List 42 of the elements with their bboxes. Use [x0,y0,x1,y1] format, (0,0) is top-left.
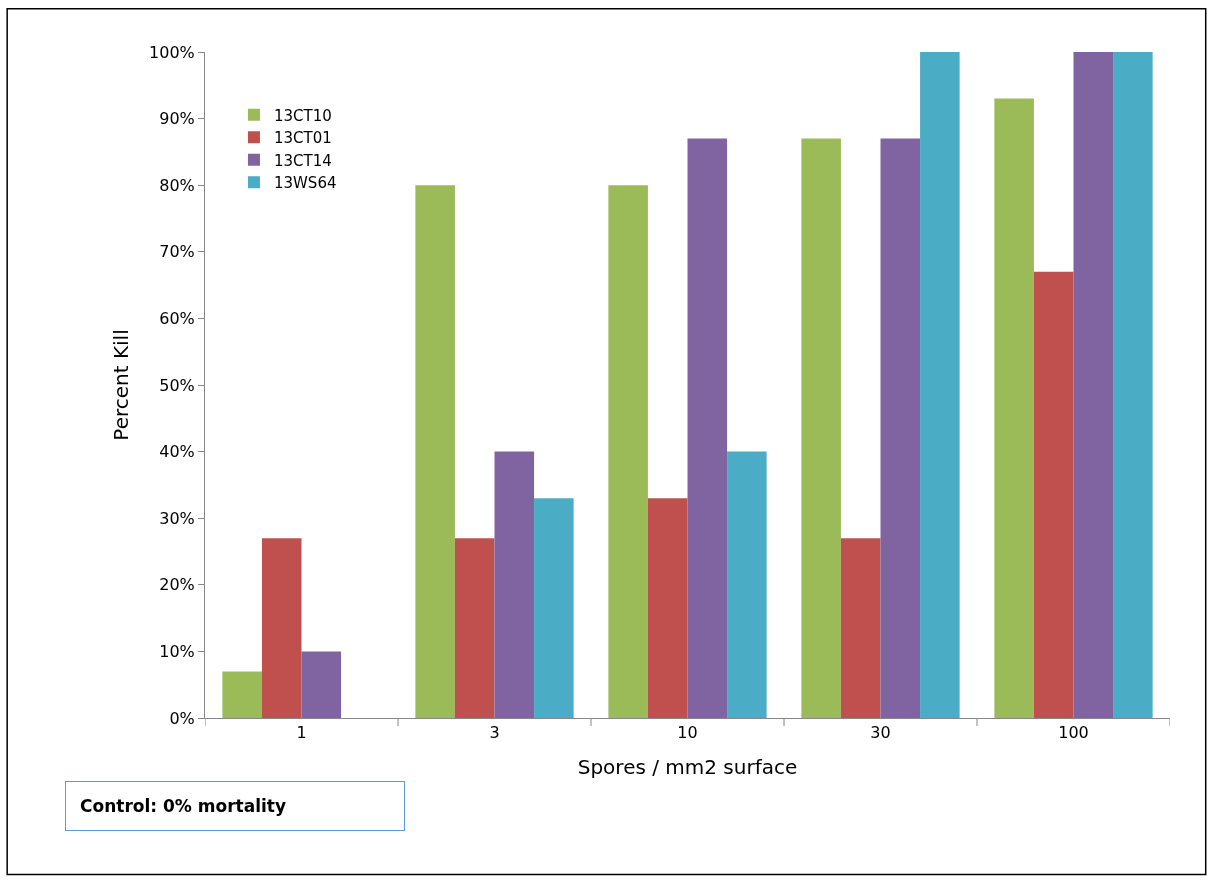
bar [301,651,342,718]
text: Control: 0% mortality [80,796,287,816]
y-tick-label: 100% [149,42,195,62]
bar [801,138,841,718]
y-tick-label: 80% [159,175,195,195]
bar [1113,52,1153,718]
bar [415,185,455,718]
bar [534,498,574,718]
legend-label: 13CT10 [273,106,332,125]
legend-label: 13CT01 [273,129,332,148]
y-tick-label: 30% [159,508,195,528]
bar [727,451,767,718]
bar [494,451,535,718]
y-axis-title: Percent Kill [108,329,133,441]
y-tick-label: 0% [169,708,195,728]
legend-label: 13WS64 [273,174,337,193]
y-tick-label: 60% [159,309,195,328]
legend-label: 13CT14 [273,151,332,170]
y-tick-label: 50% [159,375,195,395]
bar [880,138,921,718]
bar [920,52,960,718]
bar [261,538,302,718]
x-tick-label: 30 [870,723,891,743]
y-tick-label: 40% [159,442,195,462]
bar [1033,271,1074,718]
y-tick-label: 10% [159,642,195,661]
x-tick-label: 100 [1058,723,1089,743]
bar [994,98,1034,718]
x-axis-title: Spores / mm2 surface [577,754,798,779]
bar [222,671,262,718]
bar [840,538,881,718]
bar [454,538,495,718]
bar [687,138,728,718]
y-tick-label: 90% [159,109,195,129]
bar [608,185,648,718]
x-tick-label: 10 [677,723,698,743]
x-tick-label: 3 [489,723,500,743]
bar [1073,52,1114,718]
bar [647,498,688,718]
y-tick-label: 70% [159,242,195,262]
x-tick-label: 1 [296,723,307,743]
y-tick-label: 20% [159,575,195,595]
